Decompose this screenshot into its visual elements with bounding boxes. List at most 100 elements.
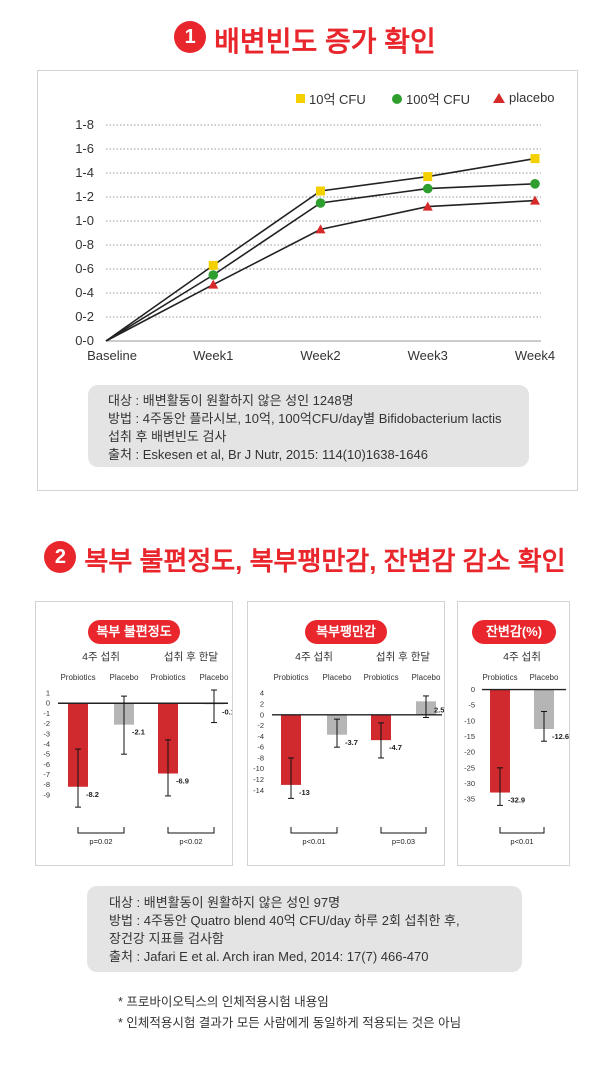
category-label: Placebo <box>110 673 139 682</box>
data-point-circle <box>208 270 219 280</box>
legend-label: 100억 CFU <box>406 92 470 107</box>
square-marker-icon <box>296 94 305 103</box>
y-tick-label: 0 <box>260 710 264 719</box>
value-label: -8.2 <box>86 790 99 799</box>
legend-item-placebo: placebo <box>493 89 555 105</box>
chart-title-pill: 복부 불편정도 <box>88 620 180 644</box>
y-tick-label: -4 <box>43 739 50 748</box>
category-label: Placebo <box>530 673 559 682</box>
footnote-line: * 프로바이오틱스의 인체적용시험 내용임 <box>118 995 329 1009</box>
group-label: 4주 섭취 <box>82 651 120 663</box>
info-line: 방법 : 4주동안 Quatro blend 40억 CFU/day 하루 2회… <box>109 913 460 928</box>
group-label: 섭취 후 한달 <box>164 651 218 663</box>
y-tick-label: -1 <box>43 709 50 718</box>
category-label: Placebo <box>200 673 229 682</box>
value-label: -12.6 <box>552 732 569 741</box>
category-label: Probiotics <box>273 673 308 682</box>
significance-bracket <box>77 827 125 834</box>
y-tick-label: 4 <box>260 689 264 698</box>
y-tick-label: 1 <box>46 689 50 698</box>
probiotics-bar <box>490 689 510 793</box>
category-label: Placebo <box>412 673 441 682</box>
data-point-circle <box>315 198 326 208</box>
chart-title-pill: 잔변감(%) <box>472 620 556 644</box>
probiotics-bar <box>281 714 301 785</box>
y-tick-label: -6 <box>257 743 264 752</box>
data-point-circle <box>530 179 540 189</box>
value-label: -6.9 <box>176 777 189 786</box>
data-point-square <box>208 260 218 270</box>
discomfort-bar-chart: 4주 섭취 섭취 후 한달 Probiotics Placebo Probiotics P… <box>43 651 232 846</box>
y-tick-label: 1-2 <box>75 189 94 204</box>
y-tick-label: -7 <box>43 770 50 779</box>
significance-bracket <box>380 827 427 834</box>
y-tick-label: 1-8 <box>75 117 94 132</box>
legend-item-100b: 100억 CFU <box>392 89 470 108</box>
probiotics-bar <box>158 703 178 774</box>
y-tick-label: -4 <box>257 732 264 741</box>
y-tick-label: 1-4 <box>75 165 94 180</box>
category-label: Placebo <box>323 673 352 682</box>
section1-title-text: 배변빈도 증가 확인 <box>214 26 436 57</box>
discomfort-chart-panel: 복부 불편정도 4주 섭취 섭취 후 한달 Probiotics Placebo Pro… <box>35 601 233 866</box>
group-label: 4주 섭취 <box>503 651 541 663</box>
group-label: 섭취 후 한달 <box>376 651 430 663</box>
legend-label: placebo <box>509 90 555 106</box>
value-label: -4.7 <box>389 743 402 752</box>
y-tick-label: 2 <box>260 700 264 709</box>
category-label: Probiotics <box>60 673 95 682</box>
x-tick-label: Baseline <box>87 348 137 363</box>
y-tick-label: -20 <box>464 748 475 757</box>
y-tick-label: -15 <box>464 732 475 741</box>
frequency-chart-panel: 10억 CFU 100억 CFU placebo 0-0 0-2 0-4 0-6 0-8… <box>37 70 578 491</box>
legend-label: 10억 CFU <box>309 92 366 107</box>
value-label: -0.1 <box>222 707 232 716</box>
category-label: Probiotics <box>363 673 398 682</box>
y-tick-label: -25 <box>464 763 475 772</box>
p-value-label: p=0.02 <box>89 837 112 846</box>
placebo-bar <box>534 689 554 730</box>
y-tick-label: -30 <box>464 779 475 788</box>
y-tick-label: -35 <box>464 795 475 804</box>
info-line: 대상 : 배변활동이 원활하지 않은 성인 1248명 <box>108 393 354 408</box>
circle-marker-icon <box>392 93 402 104</box>
y-tick-label: 0-0 <box>75 333 94 348</box>
footnote-line: * 인체적용시험 결과가 모든 사람에게 동일하게 적용되는 것은 아님 <box>118 1016 462 1030</box>
section2-title: 2 복부 불편정도, 복부팽만감, 잔변감 감소 확인 <box>0 540 610 578</box>
p-value-label: p<0.01 <box>510 837 533 846</box>
legend-item-10b: 10억 CFU <box>296 89 366 108</box>
data-point-square <box>530 154 540 164</box>
significance-bracket <box>167 827 215 834</box>
study-info-box-1: 대상 : 배변활동이 원활하지 않은 성인 1248명 방법 : 4주동안 플라… <box>88 385 529 467</box>
group-label: 4주 섭취 <box>295 651 333 663</box>
y-tick-label: -3 <box>43 729 50 738</box>
residual-bar-chart: 4주 섭취 Probiotics Placebo 0 -5 -10 -15 -20 -25 -30… <box>464 651 569 846</box>
y-tick-label: 0-2 <box>75 309 94 324</box>
p-value-label: p=0.03 <box>392 837 415 846</box>
data-point-triangle <box>208 279 219 289</box>
data-point-circle <box>422 183 433 194</box>
y-tick-label: -9 <box>43 790 50 799</box>
category-label: Probiotics <box>150 673 185 682</box>
section2-title-text: 복부 불편정도, 복부팽만감, 잔변감 감소 확인 <box>84 546 566 576</box>
y-tick-label: 0-6 <box>75 261 94 276</box>
bloating-bar-chart: 4주 섭취 섭취 후 한달 Probiotics Placebo Probiotics P… <box>253 651 444 846</box>
bloating-chart-panel: 복부팽만감 4주 섭취 섭취 후 한달 Probiotics Placebo Probi… <box>247 601 445 866</box>
y-tick-label: -6 <box>43 760 50 769</box>
value-label: -2.1 <box>132 728 145 737</box>
y-tick-label: 0 <box>471 685 475 694</box>
residual-chart-panel: 잔변감(%) 4주 섭취 Probiotics Placebo 0 -5 -10 -15 -2… <box>457 601 570 866</box>
value-label: -13 <box>299 788 310 797</box>
y-tick-label: -8 <box>43 780 50 789</box>
info-line: 방법 : 4주동안 플라시보, 10억, 100억CFU/day별 Bifido… <box>108 411 502 426</box>
series-line <box>105 199 536 342</box>
section2-number-badge: 2 <box>44 540 77 573</box>
line-chart: 0-0 0-2 0-4 0-6 0-8 1-0 1-2 1-4 1-6 1-8 Baseline We… <box>75 117 555 363</box>
x-tick-label: Week2 <box>300 348 340 363</box>
y-tick-label: 0-8 <box>75 237 94 252</box>
y-tick-label: 1-6 <box>75 141 94 156</box>
data-point-triangle <box>315 224 326 234</box>
y-tick-label: -2 <box>257 721 264 730</box>
triangle-marker-icon <box>493 92 505 103</box>
y-tick-label: 0 <box>46 699 50 708</box>
